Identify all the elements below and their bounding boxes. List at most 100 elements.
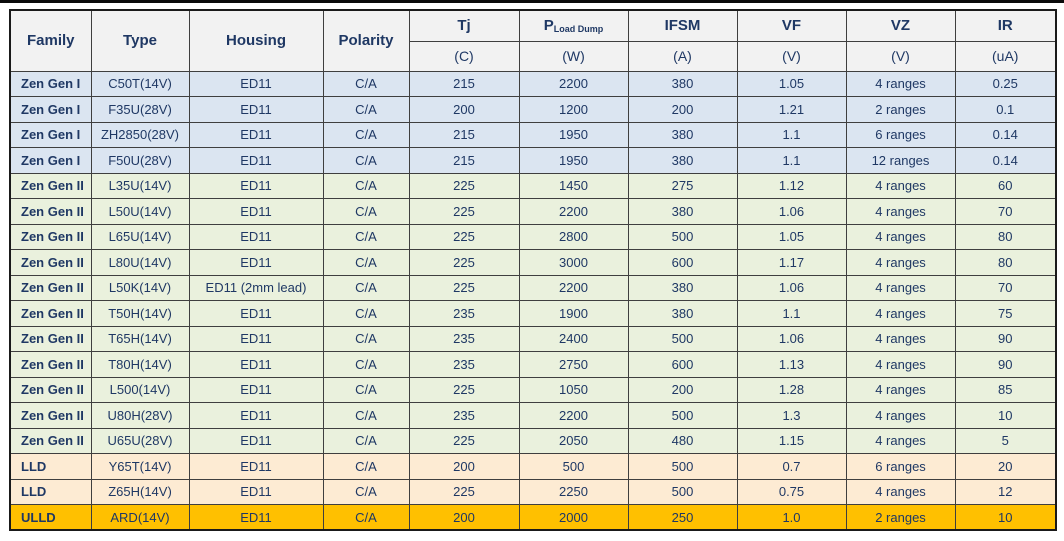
cell-vf: 1.21 [736, 96, 847, 123]
cell-tj: 225 [408, 427, 520, 454]
cell-vf: 1.15 [736, 427, 847, 454]
cell-vz: 4 ranges [845, 376, 956, 403]
cell-housing: ED11 [188, 453, 324, 480]
cell-housing: ED11 (2mm lead) [188, 274, 324, 301]
cell-housing: ED11 [188, 351, 324, 378]
cell-vz: 4 ranges [845, 249, 956, 276]
cell-tj: 225 [408, 249, 520, 276]
table-row: Zen Gen I F35U(28V) ED11 C/A 200 1200 200 1.21 2… [9, 96, 1057, 123]
cell-family: Zen Gen II [9, 198, 92, 225]
cell-vz: 4 ranges [845, 351, 956, 378]
cell-tj: 225 [408, 274, 520, 301]
cell-type: C50T(14V) [90, 70, 190, 97]
cell-vf: 1.1 [736, 121, 847, 148]
table-row: Zen Gen II L50K(14V) ED11 (2mm lead) C/A 225… [9, 274, 1057, 301]
cell-ifsm: 500 [627, 478, 738, 505]
cell-family: Zen Gen II [9, 427, 92, 454]
cell-housing: ED11 [188, 70, 324, 97]
cell-p: 1450 [518, 172, 629, 199]
table-row: Zen Gen II U80H(28V) ED11 C/A 235 2200 500 1.3 4… [9, 402, 1057, 429]
cell-housing: ED11 [188, 223, 324, 250]
header-row-main: Family Type Housing Polarity Tj PLoad Du… [9, 9, 1057, 72]
cell-ifsm: 500 [627, 453, 738, 480]
cell-type: L65U(14V) [90, 223, 190, 250]
cell-vz: 4 ranges [845, 402, 956, 429]
cell-ir: 60 [954, 172, 1057, 199]
cell-ifsm: 480 [627, 427, 738, 454]
cell-ir: 70 [954, 274, 1057, 301]
cell-ir: 5 [954, 427, 1057, 454]
cell-polarity: C/A [322, 198, 410, 225]
table-row: Zen Gen II T80H(14V) ED11 C/A 235 2750 600 1.13… [9, 351, 1057, 378]
cell-polarity: C/A [322, 478, 410, 505]
cell-vz: 4 ranges [845, 325, 956, 352]
cell-family: Zen Gen II [9, 274, 92, 301]
cell-polarity: C/A [322, 274, 410, 301]
cell-vf: 1.0 [736, 504, 847, 531]
cell-type: U65U(28V) [90, 427, 190, 454]
cell-type: F50U(28V) [90, 147, 190, 174]
cell-type: Y65T(14V) [90, 453, 190, 480]
cell-housing: ED11 [188, 325, 324, 352]
table-row: LLD Z65H(14V) ED11 C/A 225 2250 500 0.75 4 range… [9, 478, 1057, 505]
col-header-housing: Housing [188, 9, 324, 72]
cell-tj: 235 [408, 325, 520, 352]
cell-vf: 1.28 [736, 376, 847, 403]
col-unit-ifsm: (A) [627, 40, 738, 72]
cell-vf: 1.17 [736, 249, 847, 276]
cell-family: Zen Gen II [9, 351, 92, 378]
cell-family: LLD [9, 453, 92, 480]
cell-family: ULLD [9, 504, 92, 531]
cell-ifsm: 500 [627, 402, 738, 429]
cell-ifsm: 380 [627, 198, 738, 225]
cell-p: 2050 [518, 427, 629, 454]
col-header-p-load-dump: PLoad Dump [518, 9, 629, 42]
cell-housing: ED11 [188, 504, 324, 531]
cell-ir: 70 [954, 198, 1057, 225]
cell-polarity: C/A [322, 223, 410, 250]
table-row: Zen Gen II L65U(14V) ED11 C/A 225 2800 500 1.05… [9, 223, 1057, 250]
cell-p: 1950 [518, 147, 629, 174]
cell-housing: ED11 [188, 376, 324, 403]
cell-vf: 1.13 [736, 351, 847, 378]
cell-ir: 0.14 [954, 147, 1057, 174]
cell-ifsm: 380 [627, 70, 738, 97]
cell-ifsm: 380 [627, 274, 738, 301]
col-header-family: Family [9, 9, 92, 72]
cell-family: Zen Gen II [9, 325, 92, 352]
cell-p: 1200 [518, 96, 629, 123]
cell-ifsm: 275 [627, 172, 738, 199]
cell-vz: 4 ranges [845, 172, 956, 199]
col-header-type: Type [90, 9, 190, 72]
cell-p: 2250 [518, 478, 629, 505]
spec-table: Family Type Housing Polarity Tj PLoad Du… [9, 9, 1057, 531]
cell-tj: 215 [408, 70, 520, 97]
cell-vz: 6 ranges [845, 453, 956, 480]
cell-ifsm: 380 [627, 147, 738, 174]
cell-p: 2000 [518, 504, 629, 531]
table-row: Zen Gen II T65H(14V) ED11 C/A 235 2400 500 1.06… [9, 325, 1057, 352]
cell-tj: 225 [408, 376, 520, 403]
cell-ir: 80 [954, 223, 1057, 250]
table-header: Family Type Housing Polarity Tj PLoad Du… [9, 9, 1057, 72]
cell-family: Zen Gen II [9, 249, 92, 276]
col-header-ir: IR [954, 9, 1057, 42]
cell-type: L50U(14V) [90, 198, 190, 225]
cell-tj: 215 [408, 147, 520, 174]
cell-housing: ED11 [188, 172, 324, 199]
cell-polarity: C/A [322, 300, 410, 327]
cell-family: Zen Gen II [9, 402, 92, 429]
table-row: LLD Y65T(14V) ED11 C/A 200 500 500 0.7 6 ranges 2… [9, 453, 1057, 480]
col-unit-ir: (uA) [954, 40, 1057, 72]
cell-type: L500(14V) [90, 376, 190, 403]
cell-family: Zen Gen II [9, 300, 92, 327]
cell-polarity: C/A [322, 427, 410, 454]
cell-p: 1950 [518, 121, 629, 148]
cell-tj: 225 [408, 172, 520, 199]
cell-ir: 0.14 [954, 121, 1057, 148]
cell-ifsm: 500 [627, 325, 738, 352]
cell-p: 2800 [518, 223, 629, 250]
cell-vf: 1.12 [736, 172, 847, 199]
cell-p: 3000 [518, 249, 629, 276]
cell-ir: 75 [954, 300, 1057, 327]
